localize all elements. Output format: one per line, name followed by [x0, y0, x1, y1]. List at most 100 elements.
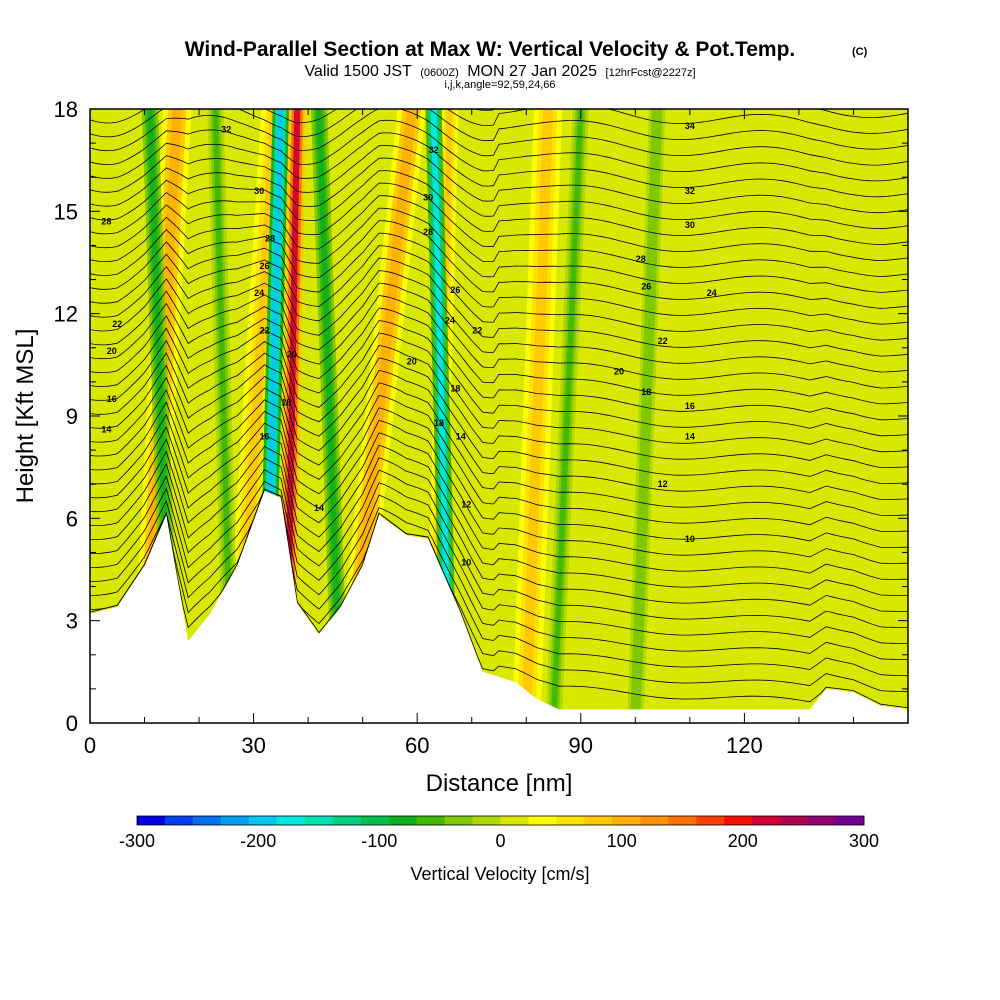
contour-label: 30: [254, 186, 264, 196]
contour-label: 10: [685, 534, 695, 544]
colorbar-swatch: [584, 816, 613, 825]
theta-contour: [90, 488, 908, 660]
theta-contour: [90, 407, 908, 548]
theta-contour: [90, 488, 908, 677]
downdraft-band-layer: [316, 109, 344, 723]
colorbar-swatch: [276, 816, 306, 825]
contour-label: 14: [314, 503, 324, 513]
contour-label: 34: [685, 121, 695, 131]
subtitle-forecast: [12hrFcst@2227z]: [606, 67, 696, 79]
theta-contour: [90, 132, 908, 198]
theta-contour: [90, 282, 908, 389]
colorbar-swatch: [724, 816, 753, 825]
theta-contour: [90, 109, 908, 166]
contour-label: 22: [112, 319, 122, 329]
contour-label: 24: [254, 288, 264, 298]
contour-label: 20: [614, 367, 624, 377]
theta-contour: [90, 170, 908, 246]
updraft-band-layer: [521, 109, 554, 723]
colorbar-swatch: [808, 816, 837, 825]
x-tick-label: 60: [405, 733, 429, 758]
theta-contour: [90, 369, 908, 500]
theta-contour: [90, 295, 908, 405]
colorbar-swatch: [752, 816, 781, 825]
contour-label: 30: [685, 220, 695, 230]
colorbar-swatch: [137, 816, 166, 825]
downdraft-band-layer: [550, 109, 584, 723]
y-tick-label: 9: [66, 404, 78, 429]
colorbar-swatch: [528, 816, 557, 825]
contour-label: 18: [281, 397, 291, 407]
theta-contour: [90, 257, 908, 357]
colorbar-tick-label: 200: [728, 831, 758, 851]
colorbar-swatch: [164, 816, 194, 825]
colorbar-swatch: [836, 816, 865, 825]
contour-label: 28: [423, 227, 433, 237]
chart-subtitle: Valid 1500 JST (0600Z) MON 27 Jan 2025 […: [304, 63, 695, 80]
colorbar-swatch: [332, 816, 362, 825]
colorbar-swatch: [220, 816, 250, 825]
colorbar-frame: [136, 815, 865, 826]
potential-temperature-contours: [90, 109, 908, 708]
contour-label: 28: [101, 217, 111, 227]
contour-label: 14: [456, 432, 466, 442]
contour-label: 28: [636, 254, 646, 264]
terrain-mask: [90, 491, 908, 723]
y-tick-label: 15: [54, 199, 78, 224]
theta-contour: [90, 394, 908, 532]
colorbar: -300 -200 -100 0 100 200 300: [119, 815, 879, 851]
contour-label: 28: [265, 234, 275, 244]
theta-contour: [90, 382, 908, 516]
colorbar-tick-label: -200: [240, 831, 276, 851]
subtitle-zulu: (0600Z): [420, 67, 459, 79]
y-tick-label: 12: [54, 302, 78, 327]
theta-contour: [90, 457, 908, 612]
downdraft-band-layer: [430, 109, 453, 723]
theta-contour: [90, 488, 908, 708]
contour-label: 32: [429, 145, 439, 155]
contour-label: 20: [407, 356, 417, 366]
chart-title: Wind-Parallel Section at Max W: Vertical…: [185, 38, 796, 61]
colorbar-swatch: [556, 816, 585, 825]
contour-label: 10: [461, 558, 471, 568]
contour-label: 32: [685, 186, 695, 196]
colorbar-swatch: [360, 816, 390, 825]
colorbar-swatch: [472, 816, 501, 825]
contour-label: 18: [450, 384, 460, 394]
theta-contour: [90, 144, 908, 214]
contour-label: 30: [423, 193, 433, 203]
colorbar-tick-label: -100: [361, 831, 397, 851]
contour-label: 16: [259, 432, 269, 442]
subtitle-valid: Valid 1500 JST: [304, 63, 412, 80]
colorbar-swatch: [640, 816, 669, 825]
colorbar-swatch: [416, 816, 445, 825]
contour-label: 14: [101, 425, 111, 435]
chart-subtitle-indices: i,j,k,angle=92,59,24,66: [444, 79, 555, 91]
theta-contour: [90, 270, 908, 373]
contour-label: 26: [450, 285, 460, 295]
colorbar-swatch: [304, 816, 334, 825]
plot-area: 32 30 28 28 26 24 22 22 20 20 18 16 16 14 14 32 30 28 26 24…: [90, 109, 908, 723]
colorbar-label: Vertical Velocity [cm/s]: [410, 864, 589, 884]
contour-label: 22: [658, 336, 668, 346]
contour-label: 16: [107, 394, 117, 404]
colorbar-tick-label: -300: [119, 831, 155, 851]
y-tick-label: 3: [66, 609, 78, 634]
downdraft-band-layer: [632, 109, 661, 723]
contour-label: 22: [259, 326, 269, 336]
theta-contour: [90, 357, 908, 485]
colorbar-swatch: [696, 816, 725, 825]
theta-contour: [90, 109, 908, 134]
contour-label: 12: [461, 500, 471, 510]
chart-title-mark: (C): [852, 46, 868, 58]
contour-label: 18: [641, 387, 651, 397]
colorbar-tick-label: 300: [849, 831, 879, 851]
y-axis-label: Height [Kft MSL]: [12, 329, 39, 504]
x-tick-label: 0: [84, 733, 96, 758]
colorbar-swatch: [668, 816, 697, 825]
contour-label: 24: [445, 316, 455, 326]
theta-contour: [90, 469, 908, 628]
theta-contour: [90, 332, 908, 453]
y-tick-label: 6: [66, 506, 78, 531]
